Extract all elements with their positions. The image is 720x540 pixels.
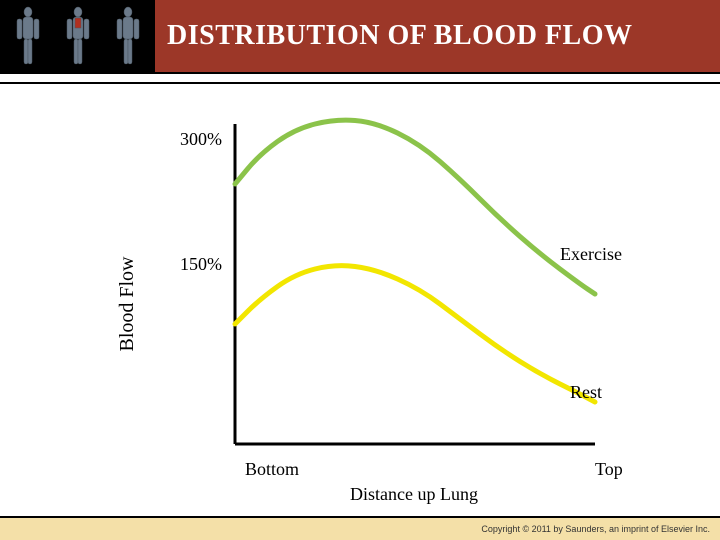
x-tick-top: Top <box>595 459 623 480</box>
title-bar: DISTRIBUTION OF BLOOD FLOW <box>0 0 720 72</box>
y-tick-150: 150% <box>180 254 222 275</box>
x-tick-bottom: Bottom <box>245 459 299 480</box>
title-background: DISTRIBUTION OF BLOOD FLOW <box>155 0 720 72</box>
footer: Copyright © 2011 by Saunders, an imprint… <box>0 518 720 540</box>
spacer <box>0 74 720 82</box>
anatomy-icon <box>0 0 155 72</box>
chart-svg <box>150 104 630 504</box>
series-label-exercise: Exercise <box>560 244 622 265</box>
slide-title: DISTRIBUTION OF BLOOD FLOW <box>167 20 632 52</box>
blood-flow-chart: Blood Flow 300% 150% Exercise Rest Botto… <box>150 104 630 504</box>
slide: DISTRIBUTION OF BLOOD FLOW Blood Flow 30… <box>0 0 720 540</box>
y-tick-300: 300% <box>180 129 222 150</box>
copyright-text: Copyright © 2011 by Saunders, an imprint… <box>481 524 710 534</box>
content-area: Blood Flow 300% 150% Exercise Rest Botto… <box>0 84 720 540</box>
y-axis-label: Blood Flow <box>116 256 139 351</box>
x-axis-label: Distance up Lung <box>350 484 478 505</box>
series-label-rest: Rest <box>570 382 602 403</box>
